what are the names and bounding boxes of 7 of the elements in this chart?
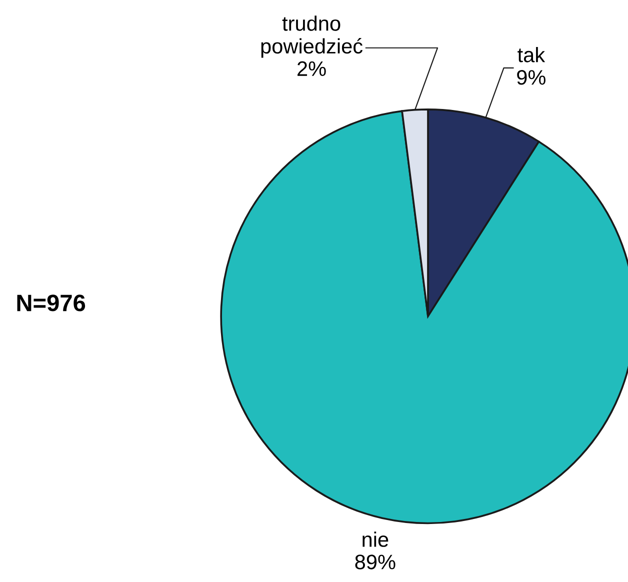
data-label: 2% xyxy=(298,61,326,76)
slice-label: tak xyxy=(518,47,546,62)
slice-label: nie xyxy=(362,532,388,547)
data-label: 89% xyxy=(355,554,396,570)
text: N=976 xyxy=(17,294,86,312)
data-label: 9% xyxy=(517,70,546,85)
slice-label: trudno powiedzieć xyxy=(261,16,363,58)
